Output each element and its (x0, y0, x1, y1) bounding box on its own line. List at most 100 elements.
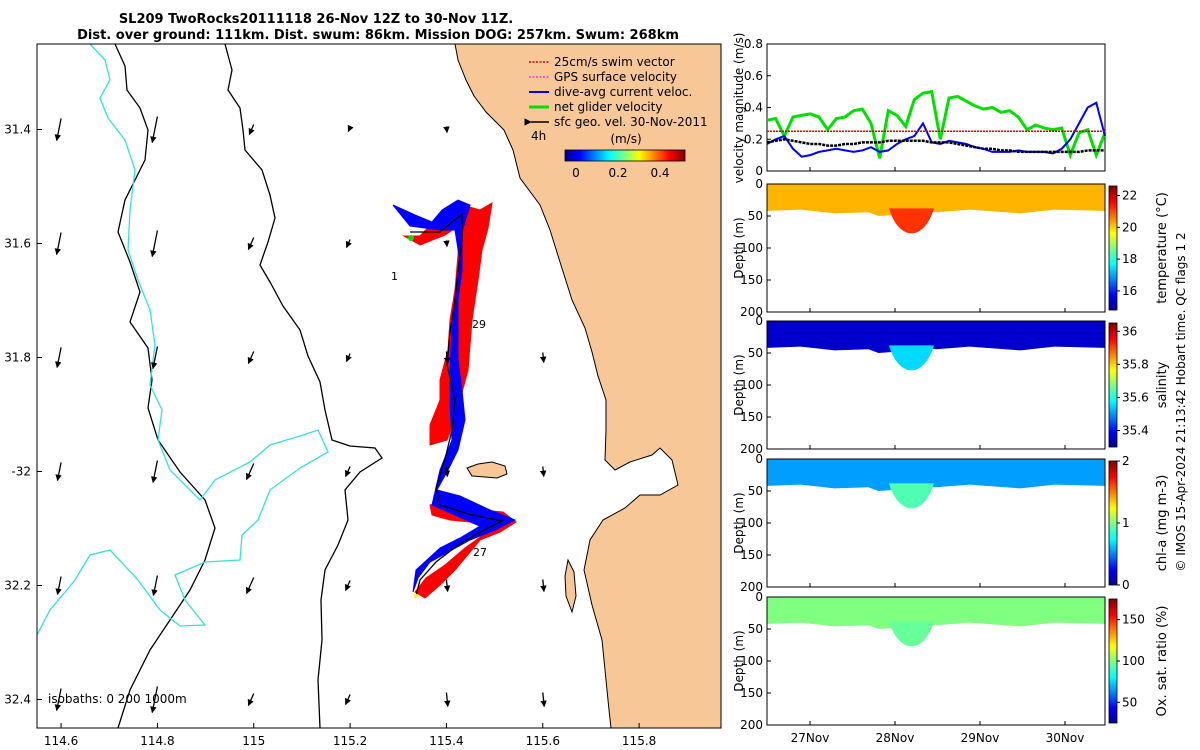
time-tick-label: 30Nov (1046, 731, 1085, 745)
section-y-label: Depth (m) (732, 217, 746, 278)
section-y-tick-label: 0 (755, 177, 763, 191)
current-arrow (443, 240, 450, 248)
net-glider-velocity-line (766, 89, 1107, 160)
map-x-ticks: 114.6 114.8 115 115.2 115.4 115.6 115.8 (44, 723, 656, 748)
map-frame (36, 43, 722, 729)
section-feature-fill (888, 621, 934, 647)
current-arrow (444, 692, 451, 708)
section-feature-fill (888, 208, 934, 234)
section-y-tick-label: 150 (740, 410, 763, 424)
map-x-tick-label: 115.8 (622, 734, 656, 748)
section-panel-salinity: 0 50 100 150 200 Depth (m) 36 35.8 35.6 35.4 salin… (732, 314, 1170, 456)
current-arrow (245, 577, 255, 595)
time-tick-label: 29Nov (961, 731, 1000, 745)
colorbar-tick-label: 36 (1122, 324, 1137, 338)
velocity-y-label: velocity magnitude (m/s) (732, 33, 746, 184)
legend-label: dive-avg current veloc. (554, 85, 692, 99)
map-y-tick-label: 32.2 (4, 579, 31, 593)
velocity-y-tick-label: 0.2 (744, 132, 763, 146)
imos-credit: © IMOS 15-Apr-2024 21:13:42 Hobart time.… (1174, 232, 1188, 571)
colorbar-label: salinity (1155, 361, 1170, 408)
section-y-label: Depth (m) (732, 630, 746, 691)
legend-label: 25cm/s swim vector (554, 55, 675, 69)
legend-label: net glider velocity (554, 100, 662, 114)
section-y-tick-label: 50 (748, 622, 763, 636)
map-panel: 114.6 114.8 115 115.2 115.4 115.6 115.8 31.431… (4, 43, 722, 748)
current-arrow (248, 124, 255, 136)
section-y-tick-label: 0 (755, 314, 763, 328)
legend-entry-dive-avg-current: dive-avg current veloc. (529, 85, 692, 99)
velocity-y-tick-label: 0 (755, 164, 763, 178)
current-arrow (150, 230, 159, 258)
isobath-1000m (114, 44, 216, 728)
colorbar-tick-label: 35.8 (1122, 357, 1149, 371)
section-y-tick-label: 200 (740, 580, 763, 594)
isobath-200m (224, 44, 383, 728)
current-arrow (345, 466, 351, 478)
colorbar-tick-label: 150 (1122, 613, 1145, 627)
section-y-tick-label: 0 (755, 590, 763, 604)
scale-label-4h: 4h (531, 129, 546, 143)
current-arrow (443, 466, 451, 478)
time-tick-label: 28Nov (876, 731, 915, 745)
colorbar-tick-label: 100 (1122, 654, 1145, 668)
colorbar-tick-label: 18 (1122, 252, 1137, 266)
time-axis-ticks: 27Nov 28Nov 29Nov 30Nov (791, 167, 1085, 745)
current-arrow (247, 237, 255, 251)
colorbar-tick-label: 1 (1122, 516, 1130, 530)
colorbar-tick-label: 20 (1122, 220, 1137, 234)
current-arrow (54, 232, 62, 256)
day-label-27: 27 (473, 546, 487, 559)
colorbar-label: temperature (°C) (1155, 192, 1170, 304)
current-arrow (345, 580, 351, 592)
colorbar-tick-label: 0 (1122, 578, 1130, 592)
track-end-marker (414, 594, 418, 598)
current-arrow (539, 466, 547, 478)
colorbar-units-label: (m/s) (610, 132, 641, 146)
section-y-tick-label: 150 (740, 273, 763, 287)
isobath-legend-label: isobaths: 0 200 1000m (48, 692, 187, 706)
section-y-tick-label: 100 (740, 378, 763, 392)
current-arrow (443, 579, 451, 593)
current-arrow (150, 346, 159, 370)
map-x-tick-label: 114.6 (44, 734, 78, 748)
current-arrow (54, 118, 62, 142)
map-y-tick-label: 31.6 (4, 237, 31, 251)
track-start-marker (408, 235, 414, 241)
colorbar-tick-label: 50 (1122, 695, 1137, 709)
section-colorbar (1108, 460, 1118, 586)
current-arrow (345, 694, 351, 706)
map-y-tick-label: -32 (11, 465, 31, 479)
colorbar-tick-label: 35.4 (1122, 423, 1149, 437)
map-x-tick-label: 115.2 (333, 734, 367, 748)
current-arrow (55, 462, 62, 482)
time-tick-label: 27Nov (791, 731, 830, 745)
map-x-tick-label: 115 (242, 734, 265, 748)
colorbar-tick-label: 16 (1122, 284, 1137, 298)
current-arrow (443, 126, 450, 134)
section-colorbar (1108, 598, 1118, 724)
map-x-tick-label: 115.6 (526, 734, 560, 748)
section-colorbar (1108, 322, 1118, 448)
section-y-tick-label: 200 (740, 718, 763, 732)
colorbar-label: chl-a (mg m-3) (1155, 475, 1170, 572)
current-arrow (54, 688, 62, 712)
current-arrow (151, 575, 159, 597)
speed-colorbar-tick: 0 (572, 166, 580, 180)
velocity-y-tick-label: 0.6 (744, 69, 763, 83)
sfc-geo-vel-line (766, 138, 1105, 154)
current-arrow (540, 579, 547, 593)
section-data-fill (767, 184, 1105, 216)
section-y-tick-label: 50 (748, 346, 763, 360)
current-arrow (539, 352, 547, 364)
legend-label: GPS surface velocity (554, 70, 677, 84)
section-feature-fill (888, 345, 934, 371)
current-arrow (245, 463, 255, 481)
section-panel-chl-a: 0 50 100 150 200 Depth (m) 2 1 0 chl-a (mg m-3) (732, 452, 1170, 594)
current-arrow (150, 116, 159, 144)
current-arrow (55, 576, 62, 596)
section-data-fill (767, 459, 1105, 491)
current-arrow (540, 692, 547, 708)
